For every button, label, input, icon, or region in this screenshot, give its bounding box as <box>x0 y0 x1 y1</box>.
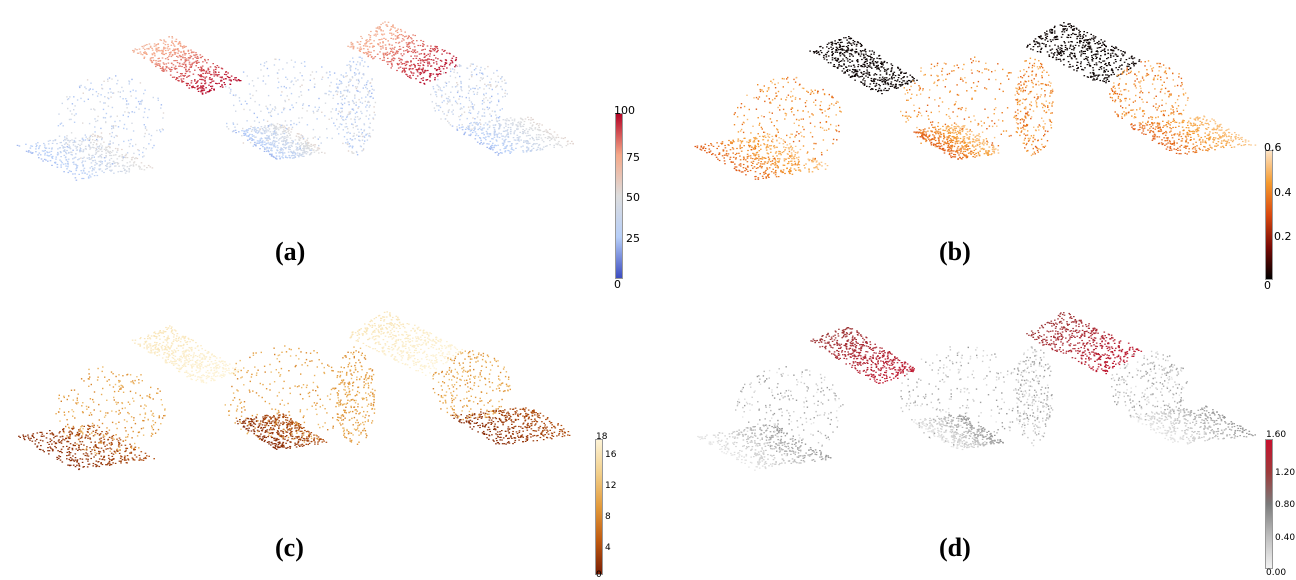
panel-d: (d) 1.60 1.20 0.80 0.40 0.00 <box>648 290 1296 580</box>
colorbar-tick-label: 4 <box>605 543 611 553</box>
colorbar-gradient <box>615 113 623 279</box>
colorbar-min-label: 0 <box>1264 279 1271 292</box>
panel-b: (b) 0.6 0.4 0.2 0 <box>648 0 1296 292</box>
colorbar-tick-label: 0.4 <box>1274 186 1292 199</box>
colorbar-tick-label: 12 <box>605 481 617 491</box>
colorbar-tick-label: 16 <box>605 450 617 460</box>
point-cloud-view <box>694 22 1257 180</box>
colorbar-tick-label: 0.80 <box>1275 500 1296 510</box>
colorbar-max-label: 100 <box>614 104 635 117</box>
colorbar-max-label: 0.6 <box>1264 141 1282 154</box>
panel-caption: (a) <box>275 237 306 266</box>
panel-a: (a) 100 75 50 25 0 <box>0 0 648 290</box>
panel-c: (c) 18 16 12 8 4 0 <box>0 290 648 580</box>
colorbar-tick-label: 8 <box>605 512 611 522</box>
colorbar-tick-label: 75 <box>626 151 640 164</box>
colorbar-gradient <box>1265 150 1273 280</box>
colorbar-tick-label: 50 <box>626 191 640 204</box>
colorbar-gradient <box>1265 439 1273 569</box>
colorbar-tick-label: 1.20 <box>1275 468 1296 478</box>
colorbar: 100 75 50 25 0 <box>612 105 652 290</box>
colorbar-tick-label: 25 <box>626 232 640 245</box>
colorbar: 18 16 12 8 4 0 <box>594 433 622 580</box>
colorbar-min-label: 0 <box>614 278 621 291</box>
colorbar-min-label: 0 <box>596 570 602 580</box>
panel-caption: (b) <box>939 237 971 266</box>
panel-caption: (d) <box>939 533 971 562</box>
colorbar-max-label: 1.60 <box>1266 430 1287 440</box>
point-cloud-view <box>16 21 574 181</box>
colorbar: 1.60 1.20 0.80 0.40 0.00 <box>1262 431 1296 580</box>
colorbar: 0.6 0.4 0.2 0 <box>1262 141 1296 292</box>
colorbar-gradient <box>595 439 603 575</box>
colorbar-max-label: 18 <box>596 432 608 442</box>
colorbar-tick-label: 0.40 <box>1275 533 1296 543</box>
colorbar-min-label: 0.00 <box>1266 568 1287 578</box>
point-cloud-view <box>18 311 571 471</box>
panel-caption: (c) <box>275 533 304 562</box>
point-cloud-view <box>697 312 1256 471</box>
colorbar-tick-label: 0.2 <box>1274 230 1292 243</box>
